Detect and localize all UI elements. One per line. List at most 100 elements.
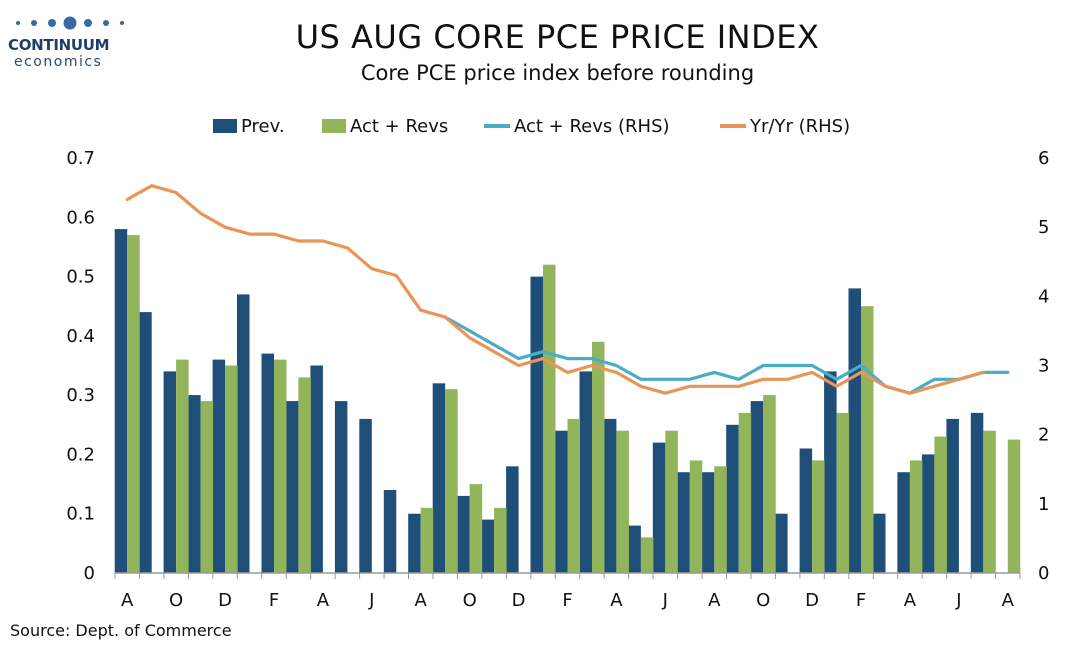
x-tick-label: O (463, 590, 477, 611)
x-tick-label: O (756, 590, 770, 611)
bar-act-revs (225, 365, 238, 573)
bar-prev (652, 442, 666, 573)
legend-label: Prev. (241, 116, 285, 137)
x-tick-label: A (121, 590, 134, 611)
brand-logo: CONTINUUM economics (8, 14, 138, 70)
chart-title: US AUG CORE PCE PRICE INDEX (295, 18, 820, 56)
bar-act-revs (592, 341, 605, 573)
bar-act-revs (836, 412, 850, 573)
chart-legend: Prev. Act + Revs Act + Revs (RHS) Yr/Yr (RH… (213, 116, 850, 137)
x-tick-label: F (269, 590, 279, 611)
bar-act-revs (763, 395, 776, 573)
left-tick-label: 0.6 (66, 207, 95, 228)
bar-act-revs (714, 466, 727, 573)
bar-act-revs (909, 460, 923, 573)
x-tick-label: A (610, 590, 623, 611)
x-tick-label: A (415, 590, 428, 611)
bar-prev (677, 472, 690, 573)
bar-act-revs (469, 484, 483, 573)
bar-prev (359, 418, 372, 573)
right-tick-label: 3 (1038, 356, 1049, 377)
x-tick-label: D (512, 590, 526, 611)
bar-prev (921, 454, 935, 573)
bar-act-revs (812, 460, 825, 573)
bar-prev (285, 401, 299, 573)
bar-act-revs (983, 430, 996, 573)
x-tick-label: A (1002, 590, 1015, 611)
legend-label: Act + Revs (RHS) (514, 116, 670, 137)
bar-prev (555, 430, 568, 573)
bar-prev (603, 418, 617, 573)
logo-dots-icon (16, 16, 124, 30)
bar-act-revs (420, 507, 434, 573)
x-tick-label: J (955, 590, 961, 611)
legend-swatch (213, 119, 237, 133)
bar-prev (848, 288, 861, 573)
left-axis: 0 0.1 0.2 0.3 0.4 0.5 0.6 0.7 (66, 148, 95, 584)
right-tick-label: 5 (1038, 217, 1049, 238)
bar-prev (970, 412, 984, 573)
bar-prev (799, 448, 813, 573)
bar-prev (212, 359, 226, 573)
bar-act-revs (665, 430, 678, 573)
bar-act-revs (861, 306, 874, 573)
bar-prev (775, 513, 788, 573)
left-tick-label: 0.7 (66, 148, 95, 169)
lines-group (125, 184, 1010, 395)
right-tick-label: 1 (1038, 494, 1049, 515)
bar-prev (481, 519, 495, 573)
bar-prev (701, 472, 715, 573)
bar-prev (383, 490, 397, 573)
right-axis: 0 1 2 3 4 5 6 (1038, 148, 1049, 584)
bar-prev (457, 495, 470, 573)
left-tick-label: 0 (84, 563, 95, 584)
brand-name: CONTINUUM (8, 36, 110, 54)
x-tick-label: O (169, 590, 183, 611)
x-tick-label: A (708, 590, 721, 611)
bar-prev (873, 513, 886, 573)
legend-swatch (322, 119, 346, 133)
bar-act-revs (1007, 439, 1021, 573)
bar-prev (334, 401, 348, 573)
bar-prev (432, 383, 446, 573)
bar-act-revs (200, 401, 214, 573)
bar-act-revs (567, 418, 580, 573)
bar-act-revs (445, 389, 458, 573)
x-tick-label: F (856, 590, 866, 611)
x-tick-label: D (218, 590, 232, 611)
left-tick-label: 0.4 (66, 326, 95, 347)
bar-prev (897, 472, 910, 573)
bar-prev (237, 294, 250, 573)
bar-act-revs (274, 359, 287, 573)
bar-prev (506, 466, 519, 573)
right-tick-label: 2 (1038, 425, 1049, 446)
bars-group (114, 229, 1021, 573)
x-tick-label: J (662, 590, 668, 611)
x-tick-label: A (317, 590, 330, 611)
line-yr-yr-rhs (125, 184, 985, 395)
bar-act-revs (127, 235, 140, 573)
left-tick-label: 0.3 (66, 385, 95, 406)
bar-act-revs (176, 359, 189, 573)
right-tick-label: 0 (1038, 563, 1049, 584)
bar-prev (114, 229, 128, 573)
bar-prev (946, 418, 959, 573)
bar-act-revs (543, 264, 556, 573)
x-tick-label: F (562, 590, 572, 611)
bar-prev (628, 525, 641, 573)
bar-prev (824, 371, 837, 573)
left-tick-label: 0.1 (66, 504, 95, 525)
bar-act-revs (298, 377, 311, 573)
legend-label: Act + Revs (350, 116, 448, 137)
bar-prev (139, 312, 152, 573)
x-tick-label: A (904, 590, 917, 611)
line-act-revs-rhs (443, 315, 1010, 395)
bar-act-revs (934, 436, 947, 573)
bar-prev (188, 395, 201, 573)
bar-act-revs (738, 412, 752, 573)
right-tick-label: 6 (1038, 148, 1049, 169)
bar-prev (261, 353, 274, 573)
left-tick-label: 0.5 (66, 267, 95, 288)
